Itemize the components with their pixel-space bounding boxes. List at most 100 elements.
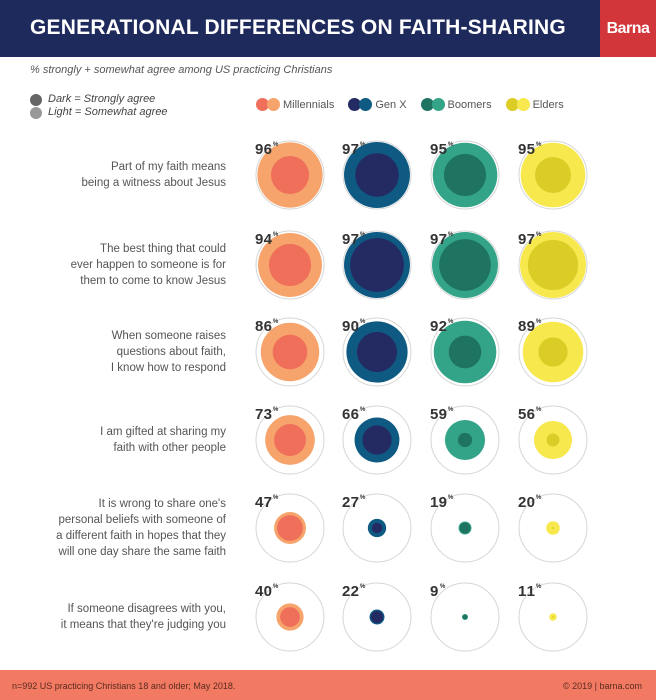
- light-swatch: [30, 106, 42, 119]
- guide-circle: [342, 317, 412, 387]
- strongly-agree-bubble: [371, 522, 383, 534]
- guide-circle: [255, 140, 325, 210]
- guide-circle: [342, 405, 412, 475]
- guide-circle: [255, 317, 325, 387]
- percent-sign: %: [536, 407, 542, 413]
- strongly-agree-bubble: [527, 239, 579, 291]
- guide-circle: [255, 405, 325, 475]
- copyright: © 2019 | barna.com: [562, 681, 642, 691]
- strongly-agree-bubble: [551, 526, 555, 530]
- guide-circle: [518, 493, 588, 563]
- guide-circle: [430, 140, 500, 210]
- value-label: 96: [255, 141, 272, 158]
- value-label: 97: [518, 231, 535, 248]
- strongly-agree-bubble: [355, 153, 399, 197]
- dark-label: Dark = Strongly agree: [48, 93, 156, 105]
- guide-circle: [430, 582, 500, 652]
- strongly-agree-bubble: [350, 238, 404, 292]
- guide-circle: [255, 230, 325, 300]
- value-label: 11: [518, 583, 535, 600]
- value-label: 89: [518, 318, 535, 335]
- percent-sign: %: [536, 319, 542, 325]
- guide-circle: [342, 140, 412, 210]
- legend-label: Elders: [532, 98, 564, 111]
- guide-circle: [518, 230, 588, 300]
- strongly-agree-bubble: [534, 156, 572, 194]
- sample-note: n=992 US practicing Christians 18 and ol…: [12, 681, 236, 691]
- statement-label: Part of my faith means being a witness a…: [81, 161, 226, 189]
- guide-circle: [518, 405, 588, 475]
- light-label: Light = Somewhat agree: [48, 106, 168, 118]
- value-label: 27: [342, 494, 359, 511]
- strongly-agree-bubble: [272, 334, 308, 370]
- statement-label: If someone disagrees with you, it means …: [60, 603, 226, 631]
- guide-circle: [342, 230, 412, 300]
- legend-light-swatch: [267, 98, 280, 111]
- legend-item: Gen X: [348, 98, 407, 111]
- percent-sign: %: [360, 232, 366, 238]
- percent-sign: %: [273, 495, 279, 501]
- percent-sign: %: [536, 584, 542, 590]
- value-label: 22: [342, 583, 359, 600]
- strongly-agree-bubble: [362, 425, 392, 455]
- percent-sign: %: [448, 142, 454, 148]
- legend-label: Boomers: [447, 98, 492, 111]
- percent-sign: %: [440, 584, 446, 590]
- guide-circle: [255, 582, 325, 652]
- guide-circle: [518, 317, 588, 387]
- percent-sign: %: [536, 142, 542, 148]
- percent-sign: %: [273, 232, 279, 238]
- statement-label: I am gifted at sharing my faith with oth…: [100, 426, 226, 454]
- strongly-agree-bubble: [268, 243, 312, 287]
- legend: Millennials Gen X Boomers Elders: [256, 98, 564, 111]
- percent-sign: %: [536, 495, 542, 501]
- strongly-agree-bubble: [280, 607, 300, 627]
- shade-key: Dark = Strongly agree Light = Somewhat a…: [30, 93, 168, 119]
- legend-dark-swatch: [348, 98, 362, 111]
- value-label: 95: [430, 141, 447, 158]
- footer: n=992 US practicing Christians 18 and ol…: [0, 670, 656, 700]
- value-label: 97: [430, 231, 447, 248]
- value-label: 95: [518, 141, 535, 158]
- legend-light-swatch: [431, 98, 445, 111]
- legend-dark-swatch: [420, 98, 434, 111]
- value-label: 97: [342, 141, 359, 158]
- legend-label: Gen X: [375, 98, 407, 111]
- strongly-agree-bubble: [370, 610, 384, 624]
- percent-sign: %: [360, 584, 366, 590]
- legend-item: Elders: [505, 98, 564, 111]
- page-title: GENERATIONAL DIFFERENCES ON FAITH-SHARIN…: [30, 16, 566, 39]
- value-label: 40: [255, 583, 272, 600]
- guide-circle: [518, 140, 588, 210]
- legend-light-swatch: [516, 98, 530, 111]
- value-label: 59: [430, 406, 447, 423]
- value-label: 97: [342, 231, 359, 248]
- statement-label: The best thing that could ever happen to…: [70, 243, 226, 287]
- barna-logo: Barna: [600, 0, 656, 57]
- strongly-agree-bubble: [443, 153, 487, 197]
- statement-label: When someone raises questions about fait…: [110, 330, 226, 374]
- strongly-agree-bubble: [457, 432, 473, 448]
- strongly-agree-bubble: [439, 239, 491, 291]
- strongly-agree-bubble: [551, 615, 555, 619]
- guide-circle: [255, 493, 325, 563]
- value-label: 19: [430, 494, 447, 511]
- percent-sign: %: [448, 232, 454, 238]
- guide-circle: [518, 582, 588, 652]
- legend-item: Boomers: [420, 98, 492, 111]
- dark-swatch: [30, 93, 42, 106]
- strongly-agree-bubble: [459, 522, 471, 534]
- value-label: 9: [430, 583, 438, 600]
- value-label: 94: [255, 231, 273, 248]
- strongly-agree-bubble: [538, 337, 568, 367]
- percent-sign: %: [273, 407, 279, 413]
- strongly-agree-bubble: [462, 614, 468, 620]
- guide-circle: [430, 230, 500, 300]
- legend-light-swatch: [359, 98, 373, 111]
- legend-item: Millennials: [256, 98, 334, 111]
- strongly-agree-bubble: [356, 331, 398, 373]
- value-label: 56: [518, 406, 535, 423]
- percent-sign: %: [448, 407, 454, 413]
- strongly-agree-bubble: [277, 515, 303, 541]
- legend-dark-swatch: [505, 98, 519, 111]
